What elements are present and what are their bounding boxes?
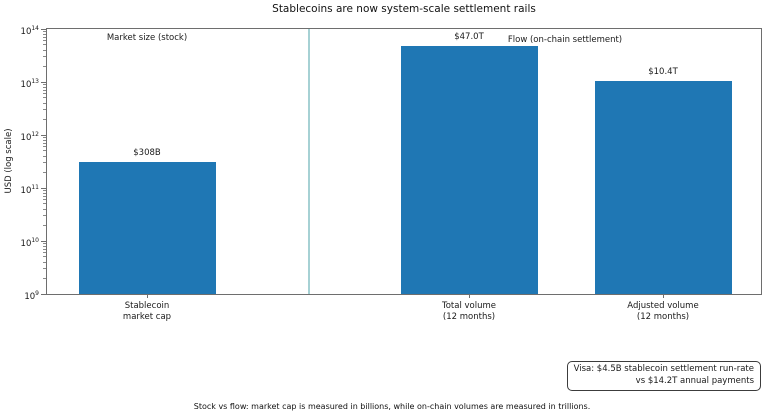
- y-minor-tick: [43, 33, 46, 35]
- y-minor-tick: [43, 162, 46, 164]
- y-minor-tick: [43, 65, 46, 67]
- bar: [400, 46, 538, 294]
- x-category-label: Total volume (12 months): [441, 301, 497, 323]
- y-minor-tick: [43, 256, 46, 258]
- y-minor-tick: [43, 224, 46, 226]
- y-tick-label: 1011: [20, 184, 39, 196]
- bar-value-label: $10.4T: [648, 67, 678, 78]
- y-minor-tick: [43, 89, 46, 91]
- y-minor-tick: [43, 242, 46, 244]
- y-major-tick: [41, 81, 46, 83]
- y-minor-tick: [43, 30, 46, 32]
- annotation-market-size: Market size (stock): [106, 33, 188, 43]
- y-minor-tick: [43, 199, 46, 201]
- chart-title: Stablecoins are now system-scale settlem…: [272, 3, 536, 15]
- bar: [78, 162, 216, 294]
- y-minor-tick: [43, 136, 46, 138]
- x-tick: [663, 294, 664, 298]
- y-minor-tick: [43, 245, 46, 247]
- y-minor-tick: [43, 150, 46, 152]
- bar: [594, 81, 732, 294]
- bar-value-label: $308B: [133, 148, 161, 159]
- y-tick-label: 1012: [20, 131, 39, 143]
- y-minor-tick: [43, 93, 46, 95]
- y-minor-tick: [43, 139, 46, 141]
- y-minor-tick: [43, 83, 46, 85]
- y-tick-label: 109: [24, 290, 39, 302]
- y-tick-label: 1013: [20, 78, 39, 90]
- bar-value-label: $47.0T: [454, 32, 484, 43]
- y-minor-tick: [43, 215, 46, 217]
- y-minor-tick: [43, 192, 46, 194]
- y-minor-tick: [43, 189, 46, 191]
- x-category-label: Stablecoin market cap: [122, 301, 172, 323]
- y-minor-tick: [43, 97, 46, 99]
- y-tick-label: 1010: [20, 237, 39, 249]
- y-minor-tick: [43, 248, 46, 250]
- y-minor-tick: [43, 146, 46, 148]
- y-minor-tick: [43, 268, 46, 270]
- plot-area: 109 1010 1011 1012 1013 1014 $308B Stablecoin m…: [21, 25, 762, 322]
- stock-flow-divider-line: [308, 29, 310, 294]
- y-minor-tick: [43, 56, 46, 58]
- y-major-tick: [41, 28, 46, 30]
- footnote-caption: Stock vs flow: market cap is measured in…: [193, 402, 591, 411]
- y-major-tick: [41, 187, 46, 189]
- y-minor-tick: [43, 109, 46, 111]
- y-major-tick: [41, 134, 46, 136]
- y-minor-tick: [43, 261, 46, 263]
- x-tick: [147, 294, 148, 298]
- x-category-label: Adjusted volume (12 months): [627, 301, 699, 323]
- y-minor-tick: [43, 195, 46, 197]
- y-minor-tick: [43, 40, 46, 42]
- y-minor-tick: [43, 102, 46, 104]
- y-minor-tick: [43, 142, 46, 144]
- visa-note-line1: Visa: $4.5B stablecoin settlement run-ra…: [573, 364, 754, 374]
- y-minor-tick: [43, 252, 46, 254]
- y-minor-tick: [43, 49, 46, 51]
- y-minor-tick: [43, 118, 46, 120]
- y-minor-tick: [43, 36, 46, 38]
- y-minor-tick: [43, 208, 46, 210]
- visa-note-line2: vs $14.2T annual payments: [635, 375, 754, 386]
- y-minor-tick: [43, 44, 46, 46]
- x-tick: [469, 294, 470, 298]
- y-minor-tick: [43, 203, 46, 205]
- visa-note-box: Visa: $4.5B stablecoin settlement run-ra…: [566, 361, 761, 391]
- y-minor-tick: [43, 86, 46, 88]
- y-minor-tick: [43, 155, 46, 157]
- y-major-tick: [41, 293, 46, 295]
- annotation-flow: Flow (on-chain settlement): [507, 35, 623, 45]
- y-tick-label: 1014: [20, 25, 39, 37]
- y-major-tick: [41, 240, 46, 242]
- y-minor-tick: [43, 171, 46, 173]
- y-minor-tick: [43, 277, 46, 279]
